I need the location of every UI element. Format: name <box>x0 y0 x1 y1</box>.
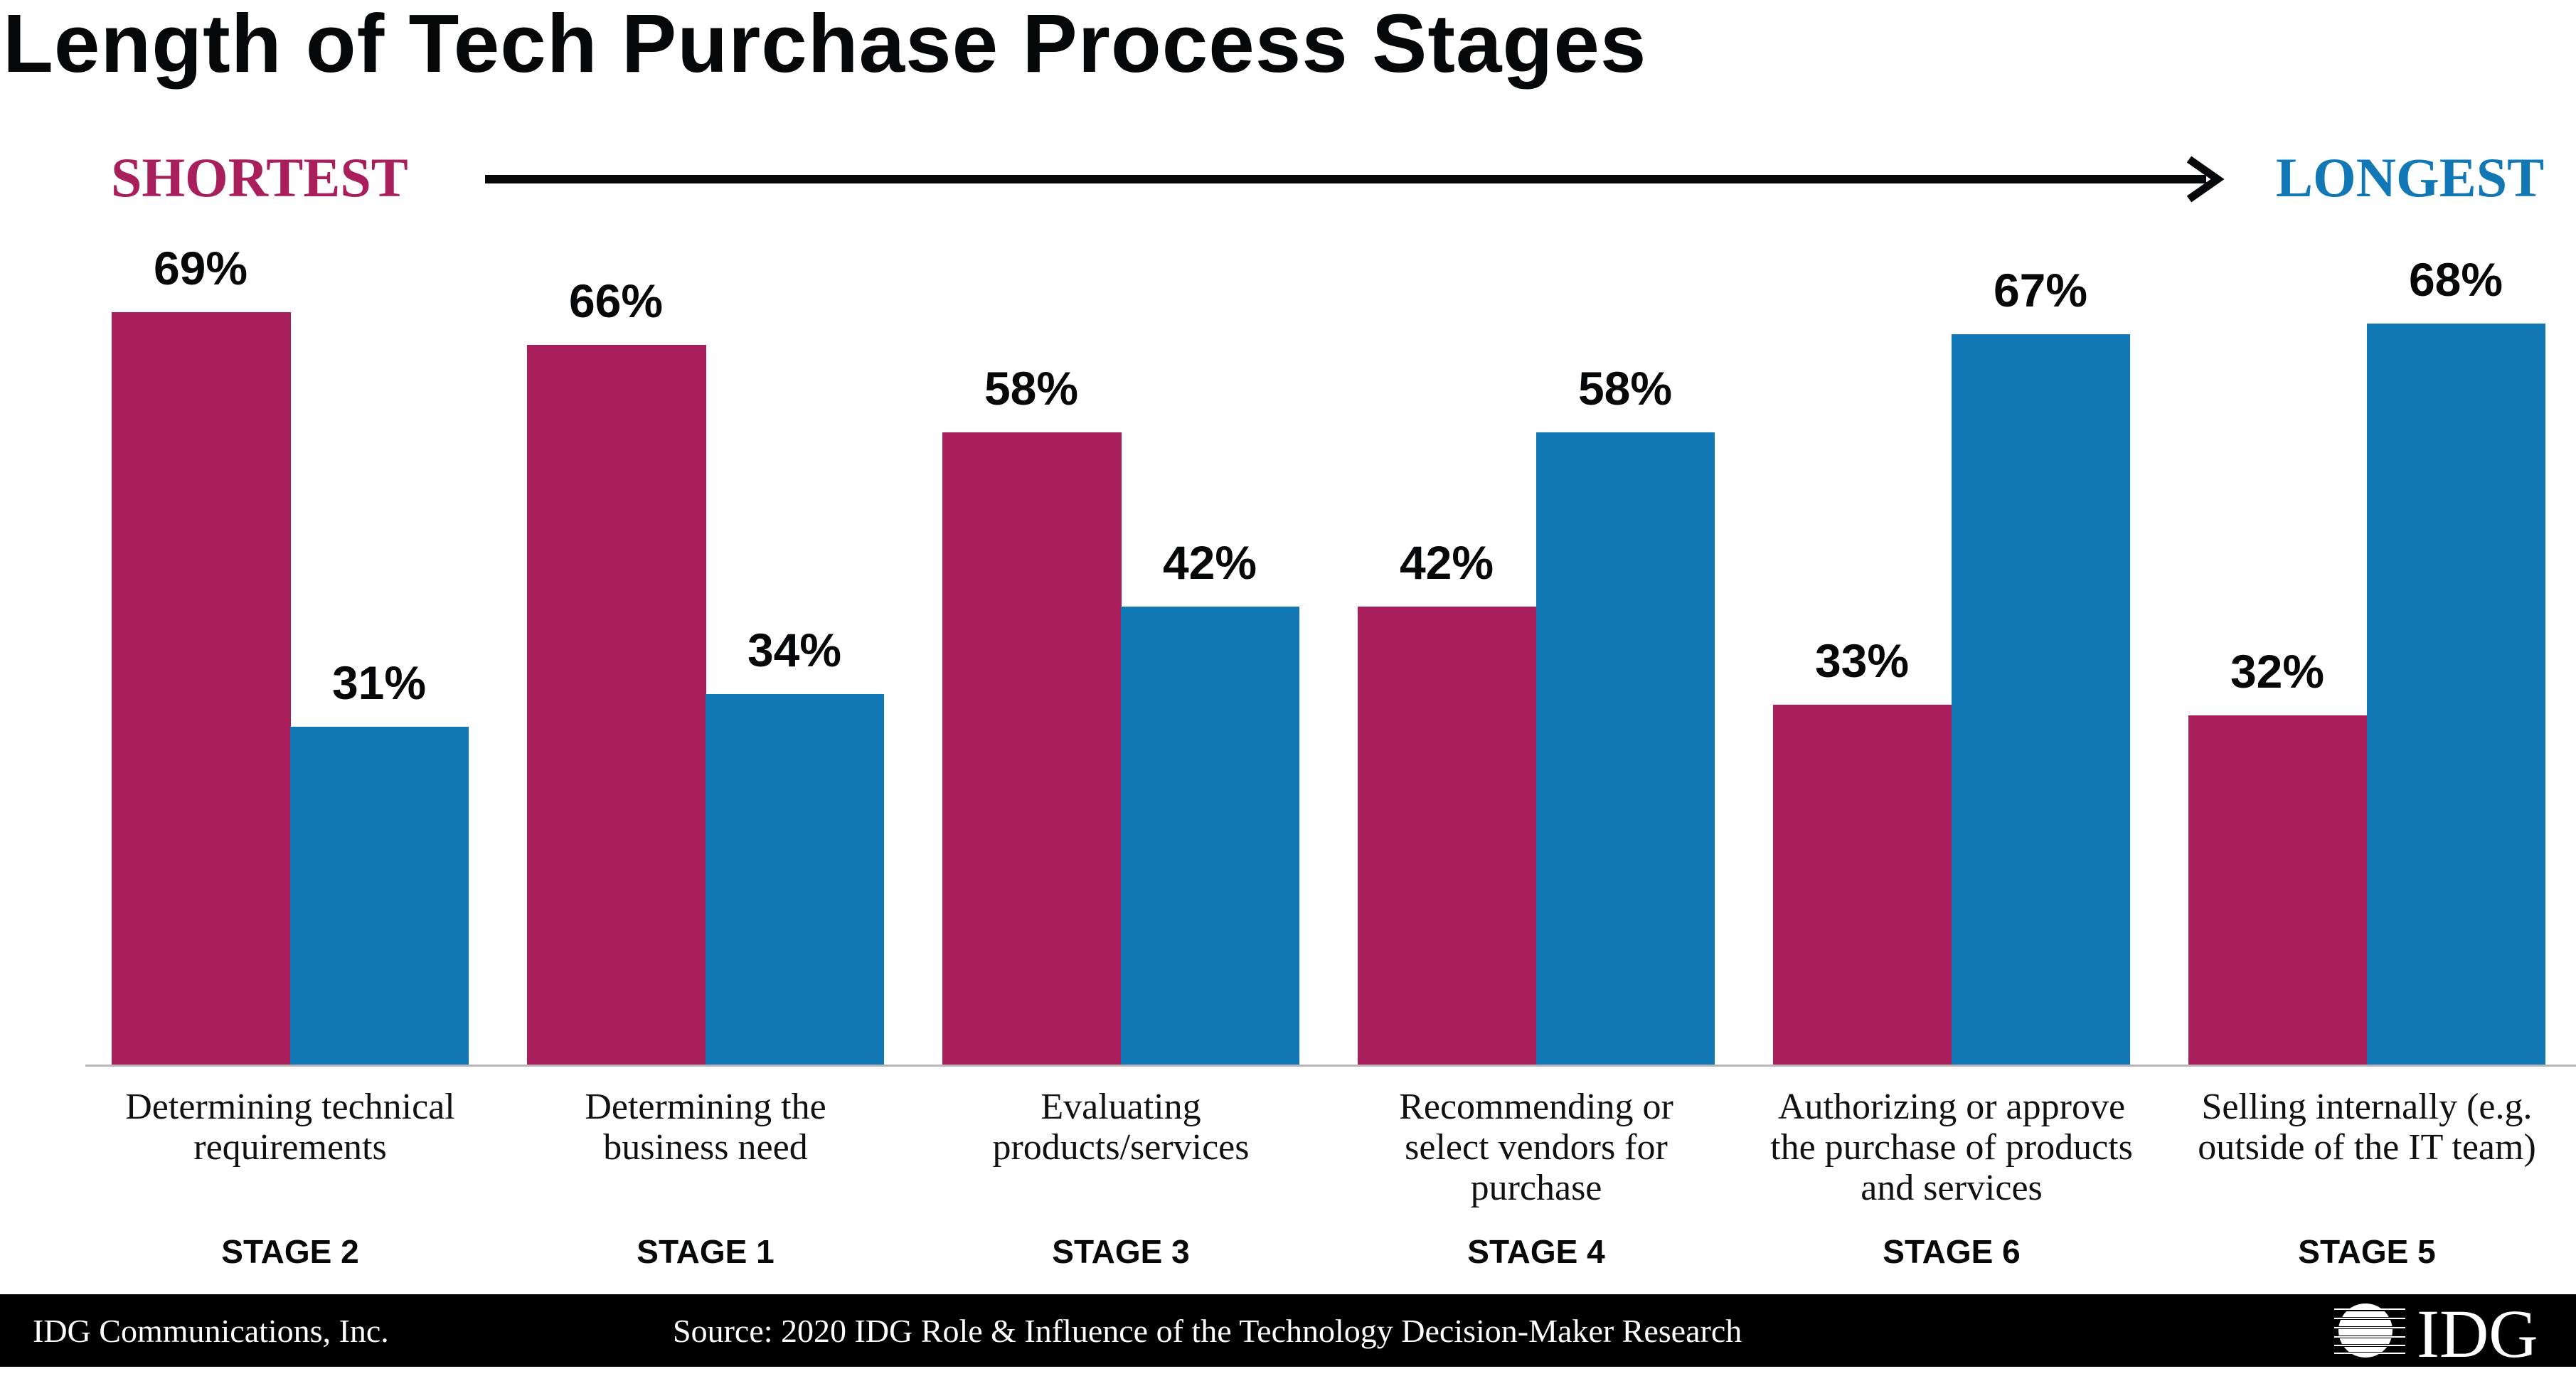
data-label: 33% <box>1814 634 1910 688</box>
footer-source: Source: 2020 IDG Role & Influence of the… <box>673 1313 1742 1349</box>
category-label: Recommending or select vendors for purchas… <box>1337 1087 1735 1208</box>
bar-shortest-5 <box>2188 715 2368 1065</box>
category-label-line: business need <box>603 1127 808 1168</box>
data-label: 58% <box>984 361 1079 415</box>
category-label-line: outside of the IT team) <box>2198 1127 2536 1168</box>
category-label-line: Authorizing or approve <box>1777 1087 2126 1127</box>
category-label: Authorizing or approve the purchase of pr… <box>1752 1087 2151 1208</box>
longest-label: LONGEST <box>2276 146 2545 208</box>
bar-longest-0 <box>290 726 469 1065</box>
category-label-line: requirements <box>193 1127 387 1168</box>
stage-label: STAGE 6 <box>1883 1233 2021 1270</box>
data-label: 68% <box>2408 252 2503 306</box>
category-label-line: purchase <box>1470 1168 1602 1208</box>
stage-label: STAGE 1 <box>637 1233 775 1270</box>
bar-longest-3 <box>1536 432 1715 1065</box>
category-label-line: products/services <box>992 1127 1250 1168</box>
category-label-line: Determining the <box>585 1087 826 1127</box>
bar-shortest-1 <box>527 345 706 1065</box>
logo-text: IDG <box>2417 1299 2538 1363</box>
category-label-line: Determining technical <box>125 1087 455 1127</box>
category-label-line: Selling internally (e.g. <box>2201 1087 2533 1127</box>
category-label: Evaluating products/services <box>922 1087 1320 1168</box>
footer-bar <box>0 1294 2576 1367</box>
category-label-line: Evaluating <box>1040 1087 1201 1127</box>
category-label-line: the purchase of products <box>1770 1127 2133 1168</box>
category-label-line: Recommending or <box>1399 1087 1673 1127</box>
data-label: 42% <box>1162 536 1257 590</box>
stage-label: STAGE 3 <box>1052 1233 1190 1270</box>
bar-shortest-2 <box>942 432 1122 1065</box>
data-label: 34% <box>747 623 842 676</box>
stage-label: STAGE 2 <box>221 1233 359 1270</box>
stage-label: STAGE 5 <box>2298 1233 2436 1270</box>
data-label: 66% <box>568 274 664 328</box>
stage-label: STAGE 4 <box>1467 1233 1605 1270</box>
shortest-label: SHORTEST <box>111 146 408 208</box>
arrow-line <box>485 175 2206 183</box>
x-axis-line <box>85 1065 2576 1067</box>
bar-shortest-0 <box>112 312 291 1065</box>
bar-shortest-4 <box>1773 705 1952 1065</box>
bar-longest-2 <box>1121 607 1299 1065</box>
category-label: Determining the business need <box>506 1087 905 1168</box>
bar-longest-1 <box>706 693 884 1065</box>
data-label: 67% <box>1993 263 2088 316</box>
category-label-line: and services <box>1861 1168 2043 1208</box>
bar-longest-4 <box>1952 334 2130 1065</box>
bar-shortest-3 <box>1358 607 1537 1065</box>
data-label: 69% <box>153 242 248 295</box>
bar-longest-5 <box>2367 323 2545 1065</box>
chart-title: Length of Tech Purchase Process Stages <box>3 0 1647 90</box>
data-label: 42% <box>1399 536 1494 590</box>
footer-company: IDG Communications, Inc. <box>33 1313 389 1349</box>
category-label: Determining technical requirements <box>91 1087 489 1168</box>
category-label: Selling internally (e.g. outside of the I… <box>2168 1087 2566 1168</box>
arrow-right-icon <box>2186 156 2225 203</box>
data-label: 58% <box>1577 361 1673 415</box>
idg-logo: IDG <box>2334 1299 2538 1363</box>
category-label-line: select vendors for <box>1405 1127 1668 1168</box>
data-label: 31% <box>331 656 427 709</box>
data-label: 32% <box>2230 645 2325 698</box>
